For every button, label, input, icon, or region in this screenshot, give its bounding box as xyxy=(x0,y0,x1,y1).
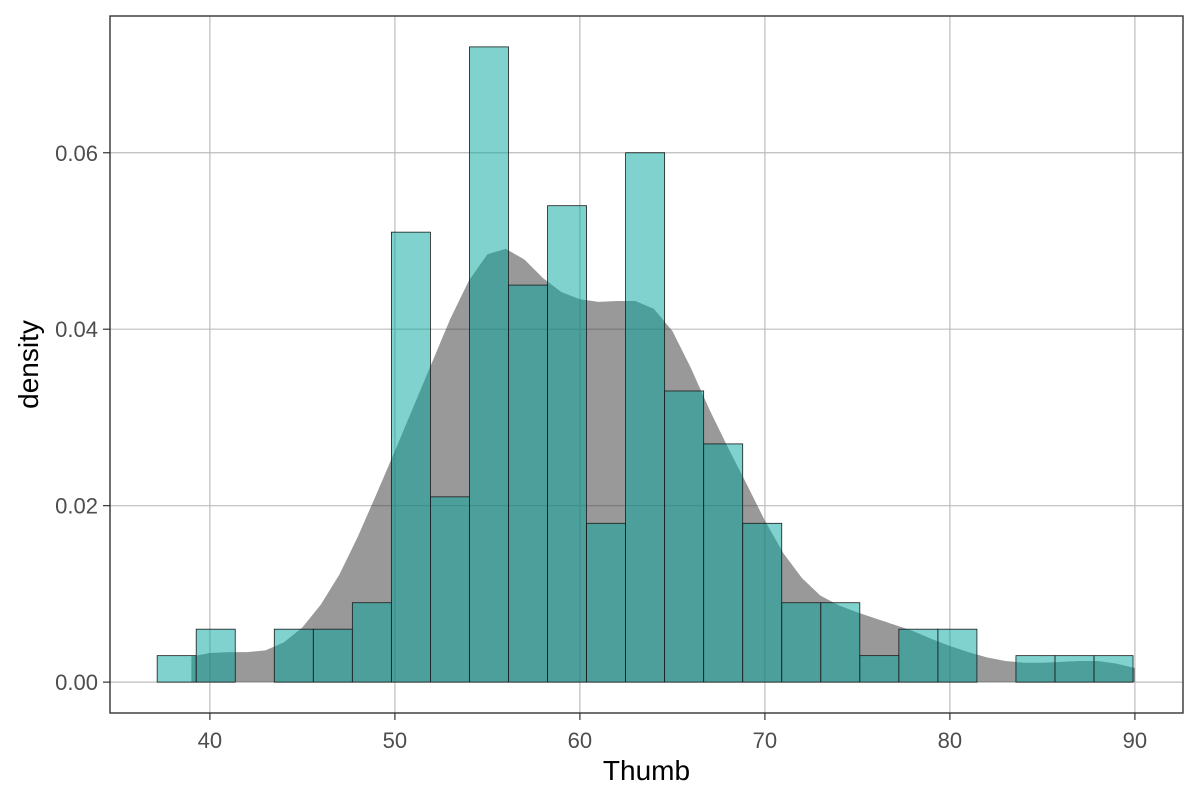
histogram-bar-24 xyxy=(1093,655,1134,683)
histogram-bar-1 xyxy=(195,628,236,683)
histogram-bar-8 xyxy=(469,46,509,683)
histogram-bar-10 xyxy=(547,205,587,683)
histogram-bar-22 xyxy=(1015,655,1056,683)
x-tick-label-3: 70 xyxy=(753,728,777,753)
panel-border xyxy=(109,15,1184,714)
x-tick-label-4: 80 xyxy=(938,728,962,753)
y-tick-label-0: 0.00 xyxy=(55,670,98,695)
y-tick-label-1: 0.02 xyxy=(55,494,98,519)
histogram-bar-13 xyxy=(664,390,705,683)
x-tick-label-0: 40 xyxy=(198,728,222,753)
axis-tick-labels: 40 50 60 70 80 90 0.00 0.02 0.04 0.06 xyxy=(55,141,1147,753)
histogram-bar-3 xyxy=(273,628,314,683)
histogram-bar-18 xyxy=(859,655,900,683)
histogram-bar-17 xyxy=(820,602,861,683)
histogram-bar-9 xyxy=(508,284,548,683)
histogram-bar-4 xyxy=(312,628,353,683)
histogram-bar-11 xyxy=(586,522,626,683)
histogram-bar-14 xyxy=(703,443,744,683)
histogram-bar-12 xyxy=(625,152,666,683)
histogram-bar-7 xyxy=(430,496,470,683)
histogram-bar-23 xyxy=(1054,655,1095,683)
axis-ticks xyxy=(103,152,1136,720)
histogram-bar-0 xyxy=(156,655,197,683)
y-tick-label-2: 0.04 xyxy=(55,317,98,342)
histogram-bar-20 xyxy=(937,628,978,683)
x-tick-label-2: 60 xyxy=(568,728,592,753)
histogram-bar-5 xyxy=(351,602,392,683)
y-tick-label-3: 0.06 xyxy=(55,141,98,166)
x-tick-label-1: 50 xyxy=(383,728,407,753)
histogram-bar-15 xyxy=(742,522,783,683)
histogram-bars xyxy=(156,46,1134,683)
y-axis-title: density xyxy=(13,320,44,409)
x-axis-title: Thumb xyxy=(603,755,690,786)
histogram-bar-19 xyxy=(898,628,939,683)
x-tick-label-5: 90 xyxy=(1123,728,1147,753)
histogram-bar-16 xyxy=(781,602,822,683)
histogram-bar-6 xyxy=(390,231,431,683)
